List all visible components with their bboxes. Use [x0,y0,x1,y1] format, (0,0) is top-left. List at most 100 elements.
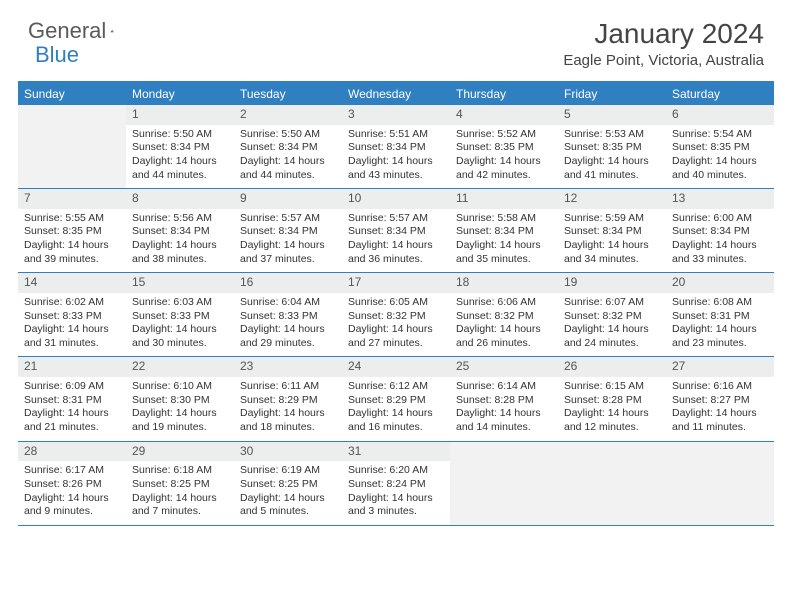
day-sunrise: Sunrise: 6:19 AM [234,464,342,478]
day-number: 7 [18,189,126,209]
day-sunset: Sunset: 8:34 PM [126,225,234,239]
day-sunrise: Sunrise: 6:06 AM [450,296,558,310]
day-daylight1: Daylight: 14 hours [666,155,774,169]
day-daylight2: and 29 minutes. [234,337,342,351]
day-number: 17 [342,273,450,293]
calendar-cell: 30Sunrise: 6:19 AMSunset: 8:25 PMDayligh… [234,442,342,525]
logo-text-general: General [28,18,106,44]
calendar-cell-empty [18,105,126,188]
day-sunset: Sunset: 8:35 PM [450,141,558,155]
day-sunrise: Sunrise: 6:11 AM [234,380,342,394]
calendar-cell: 13Sunrise: 6:00 AMSunset: 8:34 PMDayligh… [666,189,774,272]
day-sunrise: Sunrise: 6:05 AM [342,296,450,310]
day-number: 14 [18,273,126,293]
day-daylight1: Daylight: 14 hours [450,323,558,337]
day-daylight1: Daylight: 14 hours [558,155,666,169]
day-daylight1: Daylight: 14 hours [450,155,558,169]
day-sunrise: Sunrise: 5:50 AM [126,128,234,142]
day-daylight1: Daylight: 14 hours [126,239,234,253]
day-number: 30 [234,442,342,462]
logo: General [28,18,136,44]
day-number: 3 [342,105,450,125]
calendar-cell: 16Sunrise: 6:04 AMSunset: 8:33 PMDayligh… [234,273,342,356]
day-daylight2: and 18 minutes. [234,421,342,435]
weekday-thursday: Thursday [450,83,558,105]
day-number: 6 [666,105,774,125]
day-sunrise: Sunrise: 6:10 AM [126,380,234,394]
calendar-weeks: 1Sunrise: 5:50 AMSunset: 8:34 PMDaylight… [18,105,774,526]
day-daylight2: and 33 minutes. [666,253,774,267]
calendar-cell: 22Sunrise: 6:10 AMSunset: 8:30 PMDayligh… [126,357,234,440]
day-daylight2: and 24 minutes. [558,337,666,351]
calendar-cell: 3Sunrise: 5:51 AMSunset: 8:34 PMDaylight… [342,105,450,188]
calendar-cell: 9Sunrise: 5:57 AMSunset: 8:34 PMDaylight… [234,189,342,272]
day-daylight1: Daylight: 14 hours [234,323,342,337]
day-daylight1: Daylight: 14 hours [342,407,450,421]
calendar-cell: 26Sunrise: 6:15 AMSunset: 8:28 PMDayligh… [558,357,666,440]
weekday-monday: Monday [126,83,234,105]
month-title: January 2024 [563,18,764,50]
day-sunrise: Sunrise: 5:57 AM [342,212,450,226]
weekday-saturday: Saturday [666,83,774,105]
day-daylight1: Daylight: 14 hours [126,155,234,169]
day-number: 23 [234,357,342,377]
day-sunrise: Sunrise: 5:57 AM [234,212,342,226]
calendar-cell: 10Sunrise: 5:57 AMSunset: 8:34 PMDayligh… [342,189,450,272]
day-daylight2: and 38 minutes. [126,253,234,267]
day-sunrise: Sunrise: 6:14 AM [450,380,558,394]
day-daylight2: and 11 minutes. [666,421,774,435]
day-daylight2: and 31 minutes. [18,337,126,351]
day-daylight2: and 16 minutes. [342,421,450,435]
day-daylight2: and 27 minutes. [342,337,450,351]
day-daylight1: Daylight: 14 hours [18,407,126,421]
day-daylight1: Daylight: 14 hours [666,239,774,253]
day-number: 5 [558,105,666,125]
calendar-cell: 25Sunrise: 6:14 AMSunset: 8:28 PMDayligh… [450,357,558,440]
calendar-cell: 5Sunrise: 5:53 AMSunset: 8:35 PMDaylight… [558,105,666,188]
day-number: 26 [558,357,666,377]
day-daylight2: and 12 minutes. [558,421,666,435]
day-sunset: Sunset: 8:34 PM [558,225,666,239]
day-number: 8 [126,189,234,209]
calendar-cell: 2Sunrise: 5:50 AMSunset: 8:34 PMDaylight… [234,105,342,188]
calendar-cell: 1 Sunrise: 5:50 AMSunset: 8:34 PMDaylight… [126,105,234,188]
day-sunset: Sunset: 8:26 PM [18,478,126,492]
weekday-friday: Friday [558,83,666,105]
day-sunset: Sunset: 8:32 PM [342,310,450,324]
day-number: 15 [126,273,234,293]
calendar-cell: 24Sunrise: 6:12 AMSunset: 8:29 PMDayligh… [342,357,450,440]
day-daylight2: and 36 minutes. [342,253,450,267]
day-daylight1: Daylight: 14 hours [234,155,342,169]
day-sunrise: Sunrise: 6:20 AM [342,464,450,478]
day-number: 9 [234,189,342,209]
day-sunset: Sunset: 8:29 PM [234,394,342,408]
day-sunrise: Sunrise: 6:00 AM [666,212,774,226]
day-sunset: Sunset: 8:34 PM [666,225,774,239]
day-daylight2: and 9 minutes. [18,505,126,519]
day-sunrise: Sunrise: 5:58 AM [450,212,558,226]
day-number: 4 [450,105,558,125]
calendar-cell: 15Sunrise: 6:03 AMSunset: 8:33 PMDayligh… [126,273,234,356]
calendar-week: 14Sunrise: 6:02 AMSunset: 8:33 PMDayligh… [18,273,774,357]
day-sunrise: Sunrise: 6:03 AM [126,296,234,310]
day-sunset: Sunset: 8:28 PM [558,394,666,408]
day-sunset: Sunset: 8:34 PM [126,141,234,155]
day-number: 24 [342,357,450,377]
calendar-cell: 6Sunrise: 5:54 AMSunset: 8:35 PMDaylight… [666,105,774,188]
calendar-cell: 29Sunrise: 6:18 AMSunset: 8:25 PMDayligh… [126,442,234,525]
calendar-cell: 11Sunrise: 5:58 AMSunset: 8:34 PMDayligh… [450,189,558,272]
calendar-week: 7Sunrise: 5:55 AMSunset: 8:35 PMDaylight… [18,189,774,273]
day-sunset: Sunset: 8:32 PM [558,310,666,324]
day-sunrise: Sunrise: 6:18 AM [126,464,234,478]
day-daylight1: Daylight: 14 hours [234,492,342,506]
day-daylight2: and 37 minutes. [234,253,342,267]
day-daylight1: Daylight: 14 hours [558,239,666,253]
weekday-sunday: Sunday [18,83,126,105]
day-sunset: Sunset: 8:35 PM [558,141,666,155]
day-sunset: Sunset: 8:28 PM [450,394,558,408]
day-sunset: Sunset: 8:35 PM [666,141,774,155]
day-daylight1: Daylight: 14 hours [342,239,450,253]
calendar-week: 1Sunrise: 5:50 AMSunset: 8:34 PMDaylight… [18,105,774,189]
day-sunrise: Sunrise: 5:52 AM [450,128,558,142]
day-number: 1 [126,105,234,125]
